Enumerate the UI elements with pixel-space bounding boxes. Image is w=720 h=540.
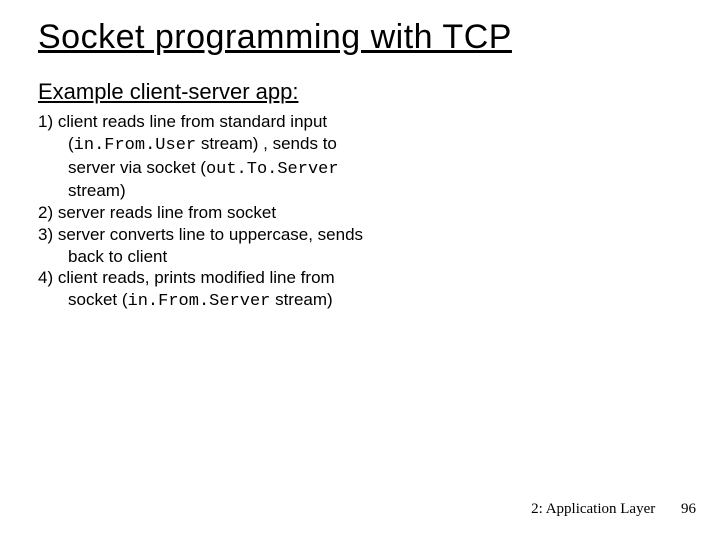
- slide-footer: 2: Application Layer 96: [531, 501, 696, 518]
- steps-list: 1) client reads line from standard input…: [38, 111, 373, 313]
- list-item: 2) server reads line from socket: [38, 202, 373, 224]
- list-item: 3) server converts line to uppercase, se…: [38, 224, 373, 268]
- slide-title: Socket programming with TCP: [38, 18, 682, 57]
- list-item: 4) client reads, prints modified line fr…: [38, 267, 373, 313]
- slide-content: Socket programming with TCP Example clie…: [0, 0, 720, 313]
- page-number: 96: [681, 501, 696, 518]
- slide-subheading: Example client-server app:: [38, 79, 682, 105]
- code-span: in.From.Server: [128, 292, 271, 311]
- list-item: 1) client reads line from standard input…: [38, 111, 373, 202]
- item-text: stream): [68, 181, 126, 200]
- footer-label: 2: Application Layer: [531, 501, 655, 518]
- code-span: in.From.User: [74, 136, 196, 155]
- item-text: stream): [270, 290, 332, 309]
- code-span: out.To.Server: [206, 160, 339, 179]
